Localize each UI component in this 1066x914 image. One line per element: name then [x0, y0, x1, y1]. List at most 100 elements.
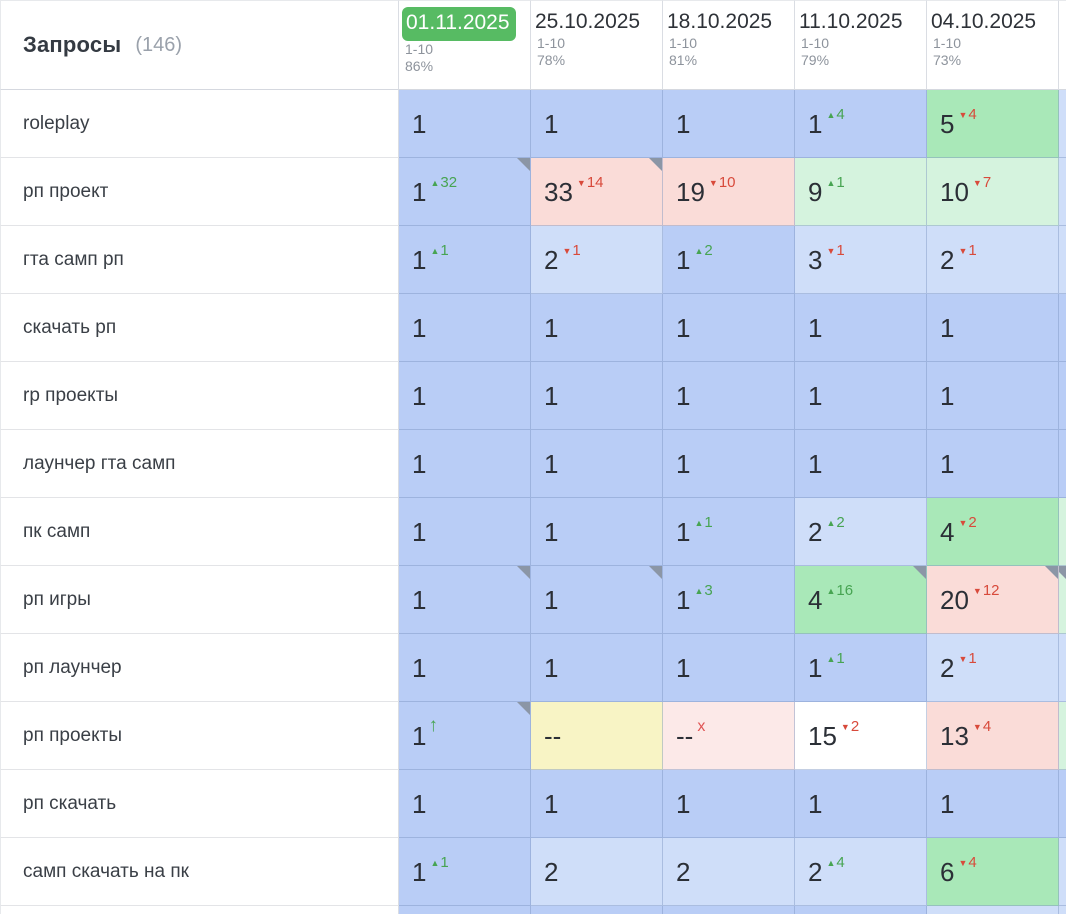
up-triangle-icon: ▲ [694, 246, 704, 256]
query-cell[interactable]: рп лаунчер [0, 634, 399, 702]
position-cell[interactable]: 2 [663, 838, 795, 906]
position-cell[interactable]: 1 [663, 294, 795, 362]
position-cell[interactable]: 2 [531, 838, 663, 906]
query-cell[interactable]: лаунчер гта самп [0, 430, 399, 498]
position-cell[interactable]: 1 ▲ 1 [663, 498, 795, 566]
position-value: 1 [412, 720, 427, 751]
position-value: 1 [412, 448, 427, 479]
query-cell[interactable]: самп скачать на пк [0, 838, 399, 906]
position-cell[interactable]: 2 ▼ 1 [927, 634, 1059, 702]
position-cell[interactable]: 1 ▲ 4 [795, 90, 927, 158]
position-cell[interactable]: 1 [795, 294, 927, 362]
position-cell[interactable]: 1 [927, 362, 1059, 430]
position-cell[interactable]: 1 [927, 294, 1059, 362]
date-column-header[interactable]: 01.11.2025 1-10 86% [399, 0, 531, 90]
position-cell[interactable]: 2 ▼ 1 [927, 226, 1059, 294]
position-cell[interactable]: 13 ▼ 4 [927, 702, 1059, 770]
position-cell[interactable]: 1 ▲ 32 [399, 158, 531, 226]
top-percent-label: 79% [801, 52, 830, 68]
position-cell[interactable]: 1 [399, 294, 531, 362]
query-cell[interactable]: скачать рп [0, 294, 399, 362]
change-amount: 7 [982, 174, 992, 191]
query-cell[interactable]: rp проекты [0, 362, 399, 430]
position-cell[interactable]: 1 [399, 770, 531, 838]
position-value: 1 [412, 176, 427, 207]
position-cell[interactable]: 6 ▼ 4 [927, 838, 1059, 906]
position-cell[interactable]: 1 [927, 430, 1059, 498]
position-cell [531, 906, 663, 914]
position-cell[interactable]: 1 ▲ 1 [399, 226, 531, 294]
position-cell[interactable]: 1 [531, 634, 663, 702]
query-cell[interactable]: рп игры [0, 566, 399, 634]
position-cell[interactable]: 19 ▼ 10 [663, 158, 795, 226]
date-label[interactable]: 11.10.2025 [799, 10, 903, 33]
position-cell[interactable]: 10 ▼ 7 [927, 158, 1059, 226]
query-label: roleplay [23, 112, 90, 134]
query-cell[interactable]: гта самп рп [0, 226, 399, 294]
position-value: 2 [808, 516, 823, 547]
change-down-indicator: ▼ 1 [826, 243, 844, 258]
position-cell[interactable]: 4 ▼ 2 [927, 498, 1059, 566]
position-cell[interactable]: 20 ▼ 12 [927, 566, 1059, 634]
position-cell[interactable]: 1 [531, 430, 663, 498]
position-cell[interactable]: 1 [795, 430, 927, 498]
position-cell[interactable]: 1 [399, 634, 531, 702]
date-label[interactable]: 25.10.2025 [535, 10, 641, 33]
change-up-indicator: ▲ 4 [826, 107, 844, 122]
query-cell[interactable]: рп проект [0, 158, 399, 226]
position-cell[interactable]: 1 [531, 362, 663, 430]
position-cell[interactable]: 15 ▼ 2 [795, 702, 927, 770]
position-cell[interactable]: 1 ▲ 1 [399, 838, 531, 906]
position-value: 10 [940, 176, 969, 207]
position-cell[interactable]: -- [531, 702, 663, 770]
position-cell[interactable]: 1 [663, 634, 795, 702]
position-cell[interactable]: -- x [663, 702, 795, 770]
position-cell[interactable]: 1 ▲ 3 [663, 566, 795, 634]
query-cell[interactable]: рп скачать [0, 770, 399, 838]
query-cell[interactable]: рп проекты [0, 702, 399, 770]
position-cell[interactable]: 1 [399, 430, 531, 498]
position-cell[interactable]: 2 ▼ 1 [531, 226, 663, 294]
selected-date-badge[interactable]: 01.11.2025 [402, 7, 516, 41]
next-column-sliver-cell [1059, 566, 1066, 634]
query-cell[interactable]: roleplay [0, 90, 399, 158]
position-cell[interactable]: 1 [795, 362, 927, 430]
date-label[interactable]: 18.10.2025 [667, 10, 773, 33]
position-cell[interactable]: 5 ▼ 4 [927, 90, 1059, 158]
change-up-indicator: ▲ 2 [826, 515, 844, 530]
position-cell[interactable]: 1 [531, 90, 663, 158]
position-cell[interactable]: 1 ▲ 1 [795, 634, 927, 702]
position-cell[interactable]: 1 [531, 498, 663, 566]
position-cell[interactable]: 2 ▲ 2 [795, 498, 927, 566]
change-amount: 1 [836, 242, 845, 259]
date-label[interactable]: 04.10.2025 [931, 10, 1037, 33]
position-cell[interactable]: 1 [531, 294, 663, 362]
down-triangle-icon: ▼ [972, 586, 982, 596]
position-cell[interactable]: 1 [795, 770, 927, 838]
position-cell[interactable]: 1 [399, 498, 531, 566]
position-cell[interactable]: 1 ▲ 2 [663, 226, 795, 294]
position-cell[interactable]: 1 ↑ [399, 702, 531, 770]
position-cell[interactable]: 33 ▼ 14 [531, 158, 663, 226]
position-cell[interactable]: 1 [927, 770, 1059, 838]
position-cell[interactable]: 1 [531, 566, 663, 634]
position-cell[interactable]: 1 [663, 430, 795, 498]
date-column-header[interactable]: 25.10.2025 1-10 78% [531, 0, 663, 90]
position-cell[interactable]: 1 [399, 362, 531, 430]
position-cell[interactable]: 1 [663, 362, 795, 430]
position-cell[interactable]: 3 ▼ 1 [795, 226, 927, 294]
position-cell[interactable]: 9 ▲ 1 [795, 158, 927, 226]
position-cell[interactable]: 1 [663, 770, 795, 838]
position-cell[interactable]: 1 [399, 566, 531, 634]
change-up-indicator: ▲ 1 [694, 515, 712, 530]
change-amount: 2 [704, 242, 713, 259]
position-cell[interactable]: 1 [663, 90, 795, 158]
date-column-header[interactable]: 11.10.2025 1-10 79% [795, 0, 927, 90]
position-cell[interactable]: 1 [399, 90, 531, 158]
query-cell[interactable]: пк самп [0, 498, 399, 566]
date-column-header[interactable]: 18.10.2025 1-10 81% [663, 0, 795, 90]
date-column-header[interactable]: 04.10.2025 1-10 73% [927, 0, 1059, 90]
position-cell[interactable]: 2 ▲ 4 [795, 838, 927, 906]
position-cell[interactable]: 4 ▲ 16 [795, 566, 927, 634]
position-cell[interactable]: 1 [531, 770, 663, 838]
